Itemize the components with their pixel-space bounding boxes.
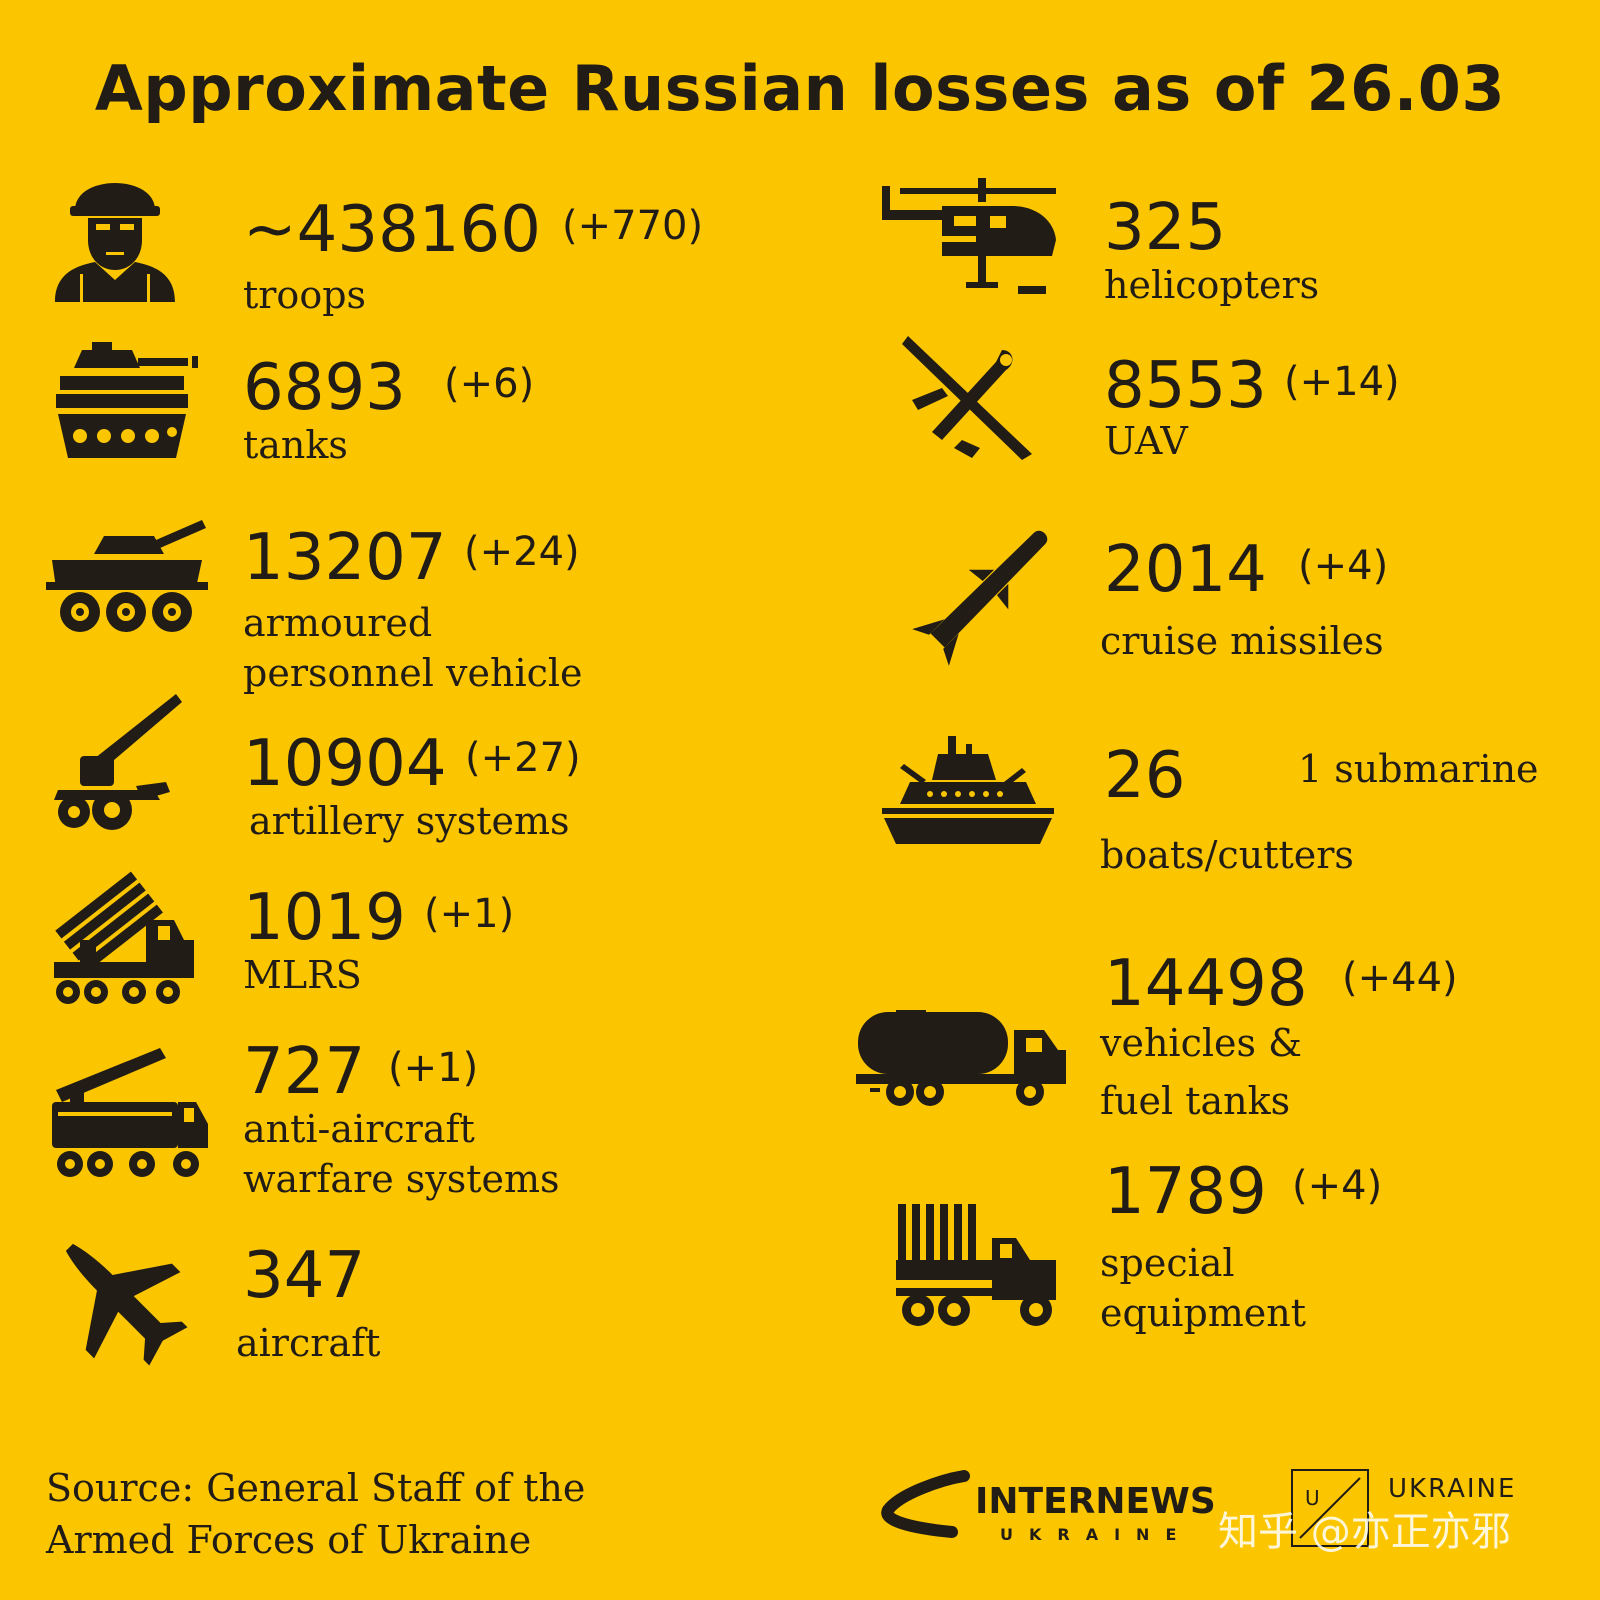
source-note: Source: General Staff of the Armed Force… [46, 1462, 585, 1566]
tanks-label: tanks [243, 423, 348, 467]
internews-logo-icon [880, 1470, 970, 1540]
source-line-1: Source: General Staff of the [46, 1466, 586, 1510]
special-label-line2: equipment [1100, 1291, 1307, 1335]
watermark: 知乎 @亦正亦邪 [1218, 1509, 1511, 1555]
missile-icon [910, 528, 1050, 668]
troops-label: troops [243, 273, 367, 317]
artillery-label: artillery systems [249, 799, 570, 843]
uav-label: UAV [1104, 419, 1188, 463]
artillery-count: 10904 [243, 727, 447, 801]
missiles-count: 2014 [1104, 533, 1267, 607]
apv-count: 13207 [243, 521, 447, 595]
troops-delta: (+770) [562, 203, 704, 249]
artillery-delta: (+27) [465, 735, 581, 781]
vehicles-label-line2: fuel tanks [1100, 1079, 1291, 1123]
mlrs-label: MLRS [243, 953, 362, 997]
boats-note: 1 submarine [1298, 747, 1539, 791]
partner-brand: UKRAINE [1388, 1474, 1517, 1504]
helicopter-icon [882, 176, 1060, 302]
drone-icon [902, 330, 1038, 464]
troops-count: ~438160 [243, 193, 541, 267]
aa-delta: (+1) [388, 1045, 479, 1091]
helicopters-count: 325 [1104, 191, 1227, 265]
special-delta: (+4) [1292, 1163, 1383, 1209]
vehicles-delta: (+44) [1342, 955, 1458, 1001]
vehicles-label-line1: vehicles & [1100, 1021, 1302, 1065]
tank-icon [52, 338, 200, 462]
missiles-label: cruise missiles [1100, 619, 1384, 663]
partner-logo-icon [1290, 1468, 1370, 1548]
boats-label: boats/cutters [1100, 833, 1354, 877]
special-label-line1: special [1100, 1241, 1235, 1285]
aircraft-label: aircraft [236, 1321, 381, 1365]
ship-icon [882, 734, 1054, 846]
soldier-icon [50, 162, 180, 304]
internews-subbrand: UKRAINE [1000, 1525, 1193, 1544]
mlrs-delta: (+1) [424, 891, 515, 937]
page-title: Approximate Russian losses as of 26.03 [94, 52, 1506, 125]
tanks-count: 6893 [243, 351, 406, 425]
source-line-2: Armed Forces of Ukraine [46, 1518, 532, 1562]
aa-count: 727 [243, 1035, 366, 1109]
apv-label-line1: armoured [243, 601, 433, 645]
mlrs-count: 1019 [243, 881, 406, 955]
aa-label-line1: anti-aircraft [243, 1107, 475, 1151]
artillery-icon [50, 692, 184, 834]
missiles-delta: (+4) [1298, 543, 1389, 589]
uav-count: 8553 [1104, 349, 1267, 423]
partner-mark: U [1305, 1486, 1320, 1510]
anti-aircraft-icon [50, 1046, 212, 1180]
fuel-truck-icon [856, 1010, 1078, 1110]
internews-brand: INTERNEWS [975, 1481, 1216, 1522]
special-truck-icon [894, 1204, 1062, 1332]
mlrs-icon [50, 856, 202, 1008]
aa-label-line2: warfare systems [243, 1157, 560, 1201]
armoured-vehicle-icon [44, 516, 210, 638]
vehicles-count: 14498 [1104, 947, 1308, 1021]
jet-icon [50, 1226, 192, 1372]
special-count: 1789 [1104, 1155, 1267, 1229]
apv-label-line2: personnel vehicle [243, 651, 583, 695]
helicopters-label: helicopters [1104, 263, 1320, 307]
uav-delta: (+14) [1284, 359, 1400, 405]
tanks-delta: (+6) [444, 361, 535, 407]
apv-delta: (+24) [464, 529, 580, 575]
boats-count: 26 [1104, 739, 1186, 813]
aircraft-count: 347 [243, 1239, 366, 1313]
